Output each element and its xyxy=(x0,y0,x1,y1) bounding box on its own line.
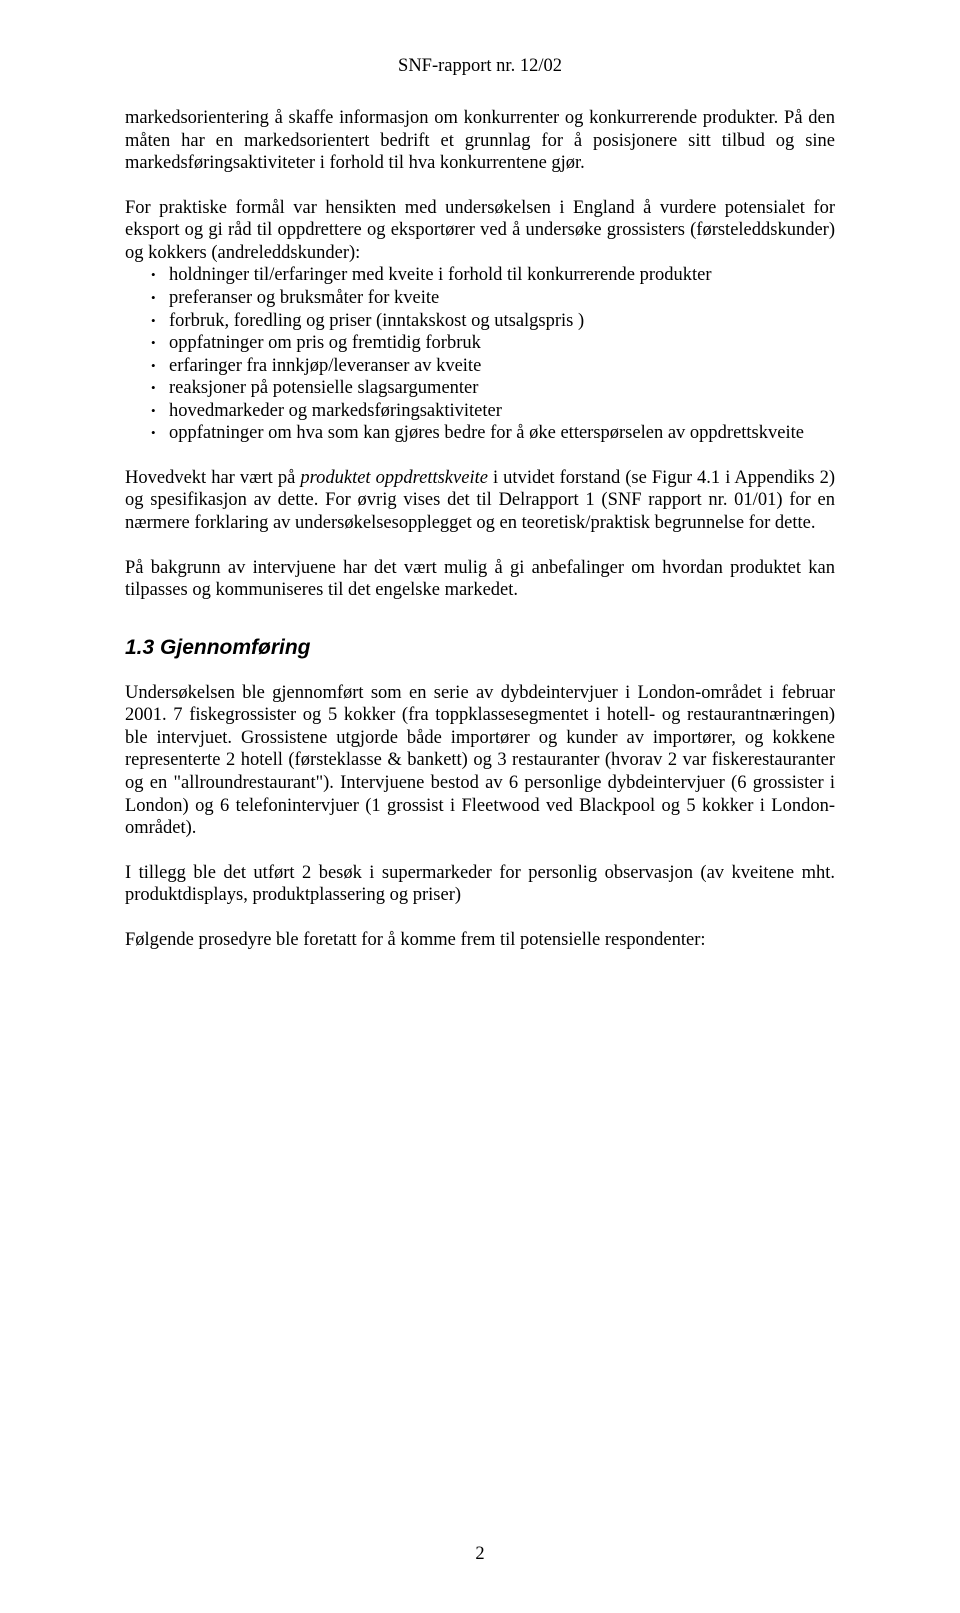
paragraph-bakgrunn: På bakgrunn av intervjuene har det vært … xyxy=(125,557,835,602)
section-heading: 1.3 Gjennomføring xyxy=(125,636,835,660)
document-content: SNF-rapport nr. 12/02 markedsorientering… xyxy=(0,0,960,951)
list-item: oppfatninger om pris og fremtidig forbru… xyxy=(151,332,835,355)
bullet-list: holdninger til/erfaringer med kveite i f… xyxy=(125,264,835,445)
paragraph-gjennomforing-3: Følgende prosedyre ble foretatt for å ko… xyxy=(125,929,835,952)
list-item: forbruk, foredling og priser (inntakskos… xyxy=(151,310,835,333)
emphasis-text: produktet oppdrettskveite xyxy=(300,468,488,488)
list-item: preferanser og bruksmåter for kveite xyxy=(151,287,835,310)
document-page: SNF-rapport nr. 12/02 markedsorientering… xyxy=(0,0,960,1613)
list-item: hovedmarkeder og markedsføringsaktivitet… xyxy=(151,400,835,423)
paragraph-hovedvekt: Hovedvekt har vært på produktet oppdrett… xyxy=(125,467,835,535)
paragraph-gjennomforing-1: Undersøkelsen ble gjennomført som en ser… xyxy=(125,682,835,840)
list-item: holdninger til/erfaringer med kveite i f… xyxy=(151,264,835,287)
list-item: erfaringer fra innkjøp/leveranser av kve… xyxy=(151,355,835,378)
page-header: SNF-rapport nr. 12/02 xyxy=(125,56,835,77)
paragraph-gjennomforing-2: I tillegg ble det utført 2 besøk i super… xyxy=(125,862,835,907)
paragraph-intro-2: For praktiske formål var hensikten med u… xyxy=(125,197,835,265)
list-item: reaksjoner på potensielle slagsargumente… xyxy=(151,377,835,400)
text-run: Hovedvekt har vært på xyxy=(125,468,300,488)
page-number: 2 xyxy=(0,1544,960,1565)
list-item: oppfatninger om hva som kan gjøres bedre… xyxy=(151,422,835,445)
paragraph-intro-1: markedsorientering å skaffe informasjon … xyxy=(125,107,835,175)
